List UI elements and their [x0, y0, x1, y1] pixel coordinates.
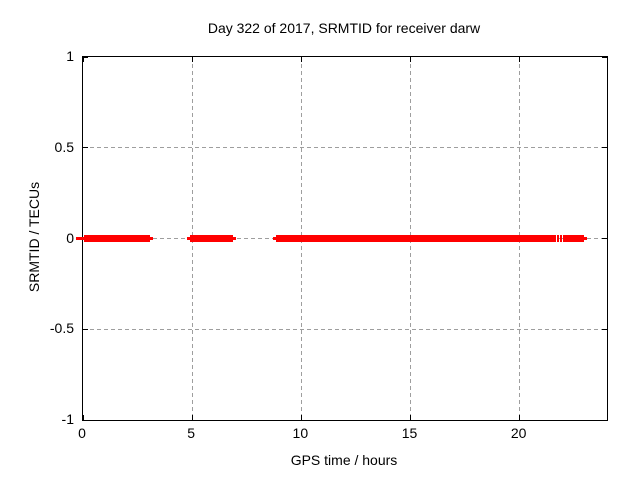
data-segment-lead	[233, 237, 236, 240]
data-segment	[557, 235, 559, 242]
x-tick-label: 0	[78, 425, 86, 441]
x-tick-mark	[82, 415, 84, 420]
data-segment-lead	[187, 237, 191, 240]
y-tick-mark	[83, 56, 88, 58]
chart-title: Day 322 of 2017, SRMTID for receiver dar…	[207, 20, 481, 36]
x-axis-title: GPS time / hours	[290, 452, 398, 468]
data-segment-lead	[272, 237, 277, 240]
data-segment	[562, 235, 584, 242]
y-tick-label: -1	[61, 411, 74, 427]
data-segment	[190, 235, 234, 242]
data-segment-lead	[75, 237, 85, 240]
y-tick-label: -0.5	[49, 320, 74, 337]
y-tick-mark-right	[602, 419, 607, 421]
data-segment-lead	[149, 237, 153, 240]
y-tick-mark	[83, 328, 88, 330]
y-tick-label: 0.5	[54, 138, 74, 155]
y-tick-label: 1	[66, 48, 74, 64]
data-segment-lead	[583, 237, 588, 240]
y-gridline	[83, 147, 607, 149]
x-tick-mark-top	[191, 57, 193, 62]
x-tick-label: 15	[401, 425, 418, 441]
data-segment	[559, 235, 562, 242]
x-tick-mark-top	[82, 57, 84, 62]
x-tick-mark	[519, 415, 521, 420]
x-tick-mark-top	[300, 57, 302, 62]
y-tick-mark-right	[602, 56, 607, 58]
y-tick-mark-right	[602, 238, 607, 239]
plot-area	[75, 56, 608, 421]
y-tick-mark-right	[602, 328, 607, 330]
x-tick-label: 20	[510, 425, 527, 441]
x-tick-label: 10	[292, 425, 309, 441]
x-tick-mark	[300, 415, 302, 420]
y-tick-label: 0	[66, 229, 74, 246]
data-segment	[276, 235, 557, 242]
y-gridline	[83, 328, 607, 330]
x-tick-mark	[191, 415, 193, 420]
y-tick-mark-right	[602, 147, 607, 149]
y-tick-mark	[83, 419, 88, 421]
data-segment	[84, 235, 150, 242]
y-axis-title: SRMTID / TECUs	[26, 181, 42, 293]
x-tick-mark-top	[410, 57, 411, 62]
x-tick-mark-top	[519, 57, 521, 62]
y-tick-mark	[83, 147, 88, 149]
x-tick-mark	[410, 415, 411, 420]
x-tick-label: 5	[187, 425, 196, 441]
